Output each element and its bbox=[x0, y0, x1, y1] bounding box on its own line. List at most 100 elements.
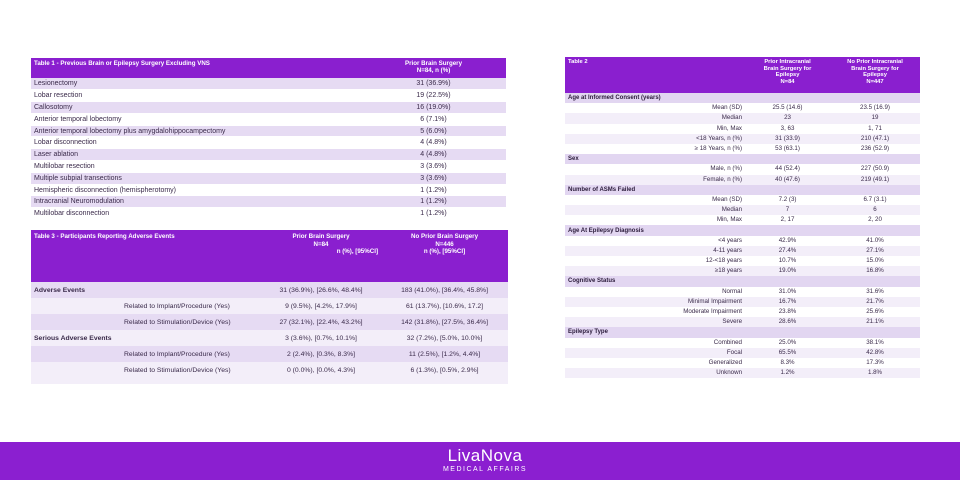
table-2-row: Min, Max 3, 63 1, 71 bbox=[565, 123, 921, 134]
table-2-row-label: 12-<18 years bbox=[705, 257, 743, 265]
table-1-count: 4 (4.8%) bbox=[361, 148, 506, 162]
table-2-row: Moderate Impairment 23.8% 25.6% bbox=[565, 306, 921, 318]
table-1-procedure: Lesionectomy bbox=[31, 78, 361, 91]
table-2-prior-value: 7.2 (3) bbox=[778, 195, 797, 203]
table-2-row-label: Female, n (%) bbox=[703, 175, 743, 183]
table-2-row: Normal 31.0% 31.6% bbox=[565, 286, 921, 297]
table-1-procedure: Multilobar disconnection bbox=[31, 207, 361, 221]
table-3-adverse-events: Table 3 - Participants Reporting Adverse… bbox=[31, 230, 509, 384]
table-3-noprior-value: 6 (1.3%), [0.5%, 2.9%] bbox=[410, 366, 479, 374]
logo-brand: LivaNova bbox=[447, 446, 523, 465]
table-2-noprior-value: 6 bbox=[873, 206, 877, 214]
table-2-row-label: Min, Max bbox=[716, 124, 743, 132]
indent-cell bbox=[31, 298, 121, 314]
table-2-noprior-value: 27.1% bbox=[866, 246, 884, 254]
table-3-row: Adverse Events 31 (36.9%), [26.6%, 48.4%]… bbox=[31, 282, 509, 298]
table-2-row-label: ≥18 years bbox=[714, 267, 743, 275]
table-2-prior-value: 8.3% bbox=[780, 358, 795, 366]
table-3-noprior-value: 183 (41.0%), [36.4%, 45.8%] bbox=[401, 286, 488, 294]
table-2-section-label: Epilepsy Type bbox=[565, 327, 921, 338]
table-2-row-label: Generalized bbox=[708, 358, 743, 366]
table-2-row: Min, Max 2, 17 2, 20 bbox=[565, 215, 921, 226]
table-2-noprior-value: 219 (49.1) bbox=[860, 175, 890, 183]
table-3-row: Related to Stimulation/Device (Yes) 0 (0.… bbox=[31, 362, 509, 378]
table-2-prior-value: 65.5% bbox=[778, 348, 797, 356]
table-2-row: Median 23 19 bbox=[565, 113, 921, 124]
table-1-row: Lesionectomy 31 (36.9%) bbox=[31, 78, 506, 91]
table-3-prior-value: 9 (9.5%), [4.2%, 17.9%] bbox=[285, 302, 357, 310]
table-2-row: Focal 65.5% 42.8% bbox=[565, 347, 921, 358]
table-1-header: Table 1 - Previous Brain or Epilepsy Sur… bbox=[31, 58, 506, 78]
table-3-header: Table 3 - Participants Reporting Adverse… bbox=[31, 230, 509, 282]
table-1-row: Lobar resection 19 (22.5%) bbox=[31, 89, 506, 103]
table-2-row-label: Severe bbox=[722, 318, 743, 326]
table-3-bottom-row bbox=[31, 378, 509, 384]
table-2-row: Male, n (%) 44 (52.4) 227 (50.9) bbox=[565, 164, 921, 175]
table-3-col-noprior-header: No Prior Brain Surgery N=446 n (%), [95%… bbox=[410, 233, 479, 255]
table-2-prior-value: 19.0% bbox=[778, 267, 797, 275]
indent-cell bbox=[31, 362, 121, 378]
table-2-noprior-value: 21.7% bbox=[866, 297, 884, 305]
table-2-prior-value: 44 (52.4) bbox=[775, 165, 800, 173]
table-1-column-header: Prior Brain Surgery N=84, n (%) bbox=[404, 60, 463, 74]
table-3-noprior-value: 32 (7.2%), [5.0%, 10.0%] bbox=[406, 334, 483, 342]
table-3-row-label: Related to Implant/Procedure (Yes) bbox=[124, 302, 230, 310]
table-2-row-label: 4-11 years bbox=[713, 246, 743, 254]
table-2-row: <18 Years, n (%) 31 (33.9) 210 (47.1) bbox=[565, 133, 921, 144]
table-2-col-prior-header: Prior Intracranial Brain Surgery for Epile… bbox=[763, 59, 812, 85]
table-1-procedure: Anterior temporal lobectomy bbox=[31, 113, 361, 126]
table-2-prior-value: 23.8% bbox=[778, 308, 797, 316]
table-2-row-label: Normal bbox=[722, 287, 743, 295]
table-2-row-label: <18 Years, n (%) bbox=[696, 134, 743, 142]
table-2-row: Female, n (%) 40 (47.6) 219 (49.1) bbox=[565, 174, 921, 185]
footer-bar bbox=[0, 442, 960, 480]
table-2-row-label: Mean (SD) bbox=[712, 195, 743, 203]
table-2-noprior-value: 17.3% bbox=[866, 358, 884, 366]
table-1-count: 3 (3.6%) bbox=[361, 172, 506, 185]
table-3-noprior-value: 61 (13.7%), [10.6%, 17.2] bbox=[405, 302, 484, 310]
table-2-prior-value: 3, 63 bbox=[780, 124, 795, 132]
table-1-procedure: Anterior temporal lobectomy plus amygdal… bbox=[31, 125, 361, 138]
table-2-row-label: Combined bbox=[713, 338, 743, 346]
table-1-title: Table 1 - Previous Brain or Epilepsy Sur… bbox=[34, 60, 210, 67]
table-2-row: 4-11 years 27.4% 27.1% bbox=[565, 245, 921, 256]
table-2-noprior-value: 21.1% bbox=[866, 318, 884, 326]
table-3-row: Related to Implant/Procedure (Yes) 2 (2.4… bbox=[31, 346, 509, 362]
table-2-section-row: Sex bbox=[565, 154, 921, 165]
table-3-row-label: Serious Adverse Events bbox=[34, 334, 112, 342]
table-2-row-label: Male, n (%) bbox=[710, 165, 743, 173]
table-2-prior-value: 40 (47.6) bbox=[775, 175, 800, 183]
table-2-row-label: Mean (SD) bbox=[712, 104, 743, 112]
table-3-prior-value: 2 (2.4%), [0.3%, 8.3%] bbox=[287, 350, 356, 358]
table-2-prior-value: 31.0% bbox=[778, 287, 797, 295]
table-2-row: 12-<18 years 10.7% 15.0% bbox=[565, 256, 921, 267]
table-2-prior-value: 53 (63.1) bbox=[775, 145, 800, 153]
table-3-row-label: Adverse Events bbox=[34, 286, 86, 294]
table-3-row-label: Related to Implant/Procedure (Yes) bbox=[124, 350, 230, 358]
table-2-row-label: Moderate Impairment bbox=[683, 308, 743, 316]
table-2-noprior-value: 236 (52.9) bbox=[860, 145, 890, 153]
indent-cell bbox=[31, 346, 121, 362]
table-1-count: 19 (22.5%) bbox=[361, 89, 506, 103]
table-2-row-label: Median bbox=[721, 114, 743, 122]
table-1-row: Anterior temporal lobectomy plus amygdal… bbox=[31, 125, 506, 138]
table-2-noprior-value: 15.0% bbox=[866, 257, 884, 265]
table-1-count: 3 (3.6%) bbox=[361, 160, 506, 173]
table-2-row-label: Unknown bbox=[716, 369, 743, 377]
table-2-prior-value: 27.4% bbox=[778, 246, 797, 254]
table-2-section-row: Age at Informed Consent (years) bbox=[565, 93, 921, 104]
table-2-row: ≥18 years 19.0% 16.8% bbox=[565, 266, 921, 277]
table-2-section-row: Age At Epilepsy Diagnosis bbox=[565, 225, 921, 236]
spacer-cell bbox=[31, 378, 508, 384]
logo-subtitle: MEDICAL AFFAIRS bbox=[442, 466, 528, 473]
table-1-count: 1 (1.2%) bbox=[361, 184, 506, 197]
table-2-row: Generalized 8.3% 17.3% bbox=[565, 357, 921, 369]
table-2-prior-value: 25.0% bbox=[778, 338, 797, 346]
table-2-prior-value: 10.7% bbox=[778, 257, 797, 265]
table-1-procedure: Lobar resection bbox=[31, 89, 361, 103]
table-1-count: 1 (1.2%) bbox=[361, 207, 506, 221]
table-3-row-label: Related to Stimulation/Device (Yes) bbox=[124, 366, 231, 374]
table-3-prior-value: 3 (3.6%), [0.7%, 10.1%] bbox=[285, 334, 357, 342]
table-2-row: Mean (SD) 25.5 (14.6) 23.5 (16.9) bbox=[565, 103, 921, 114]
table-1-procedure: Multiple subpial transections bbox=[31, 172, 361, 185]
